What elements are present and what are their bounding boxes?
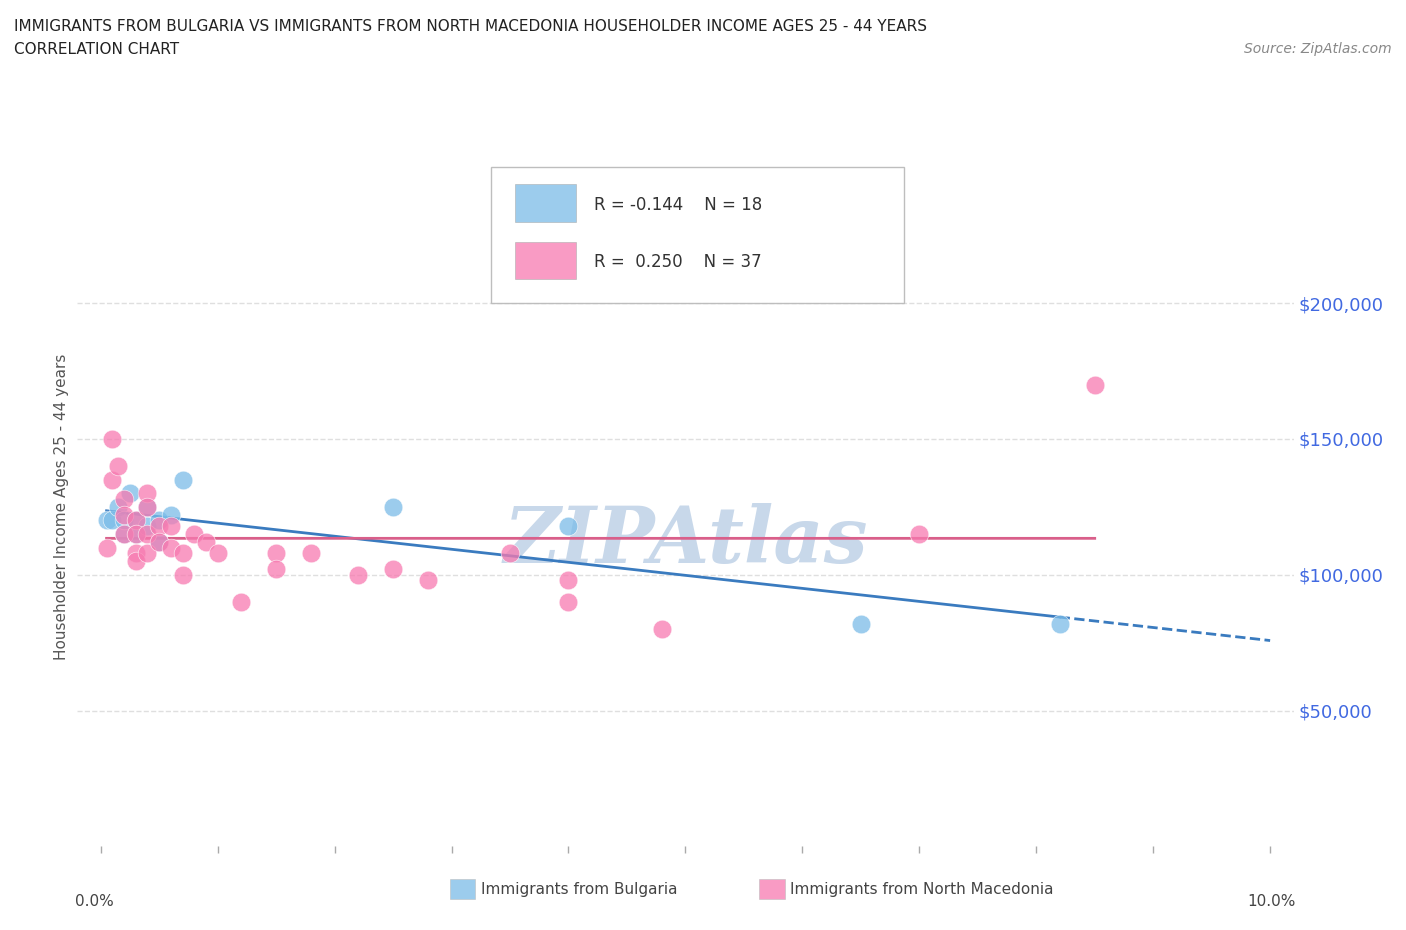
Point <box>347 567 370 582</box>
Point <box>101 513 124 528</box>
Point <box>125 526 148 541</box>
Point <box>908 526 931 541</box>
Point <box>96 513 118 528</box>
Point <box>136 485 159 500</box>
Point <box>557 518 579 533</box>
Point <box>382 499 405 514</box>
Text: Immigrants from North Macedonia: Immigrants from North Macedonia <box>790 882 1053 897</box>
Point <box>172 472 194 487</box>
Point <box>160 508 183 523</box>
Bar <box>515 242 576 279</box>
Point <box>101 472 124 487</box>
Point <box>207 546 229 561</box>
Point <box>651 621 673 636</box>
Point <box>112 491 135 506</box>
Point <box>136 526 159 541</box>
Point <box>172 546 194 561</box>
Point <box>172 567 194 582</box>
Text: IMMIGRANTS FROM BULGARIA VS IMMIGRANTS FROM NORTH MACEDONIA HOUSEHOLDER INCOME A: IMMIGRANTS FROM BULGARIA VS IMMIGRANTS F… <box>14 19 927 33</box>
Point <box>264 546 287 561</box>
Text: ZIPAtlas: ZIPAtlas <box>503 502 868 579</box>
Point <box>1049 617 1071 631</box>
Point <box>1084 378 1107 392</box>
Point <box>125 553 148 568</box>
Point <box>229 594 252 609</box>
Point <box>160 540 183 555</box>
Text: CORRELATION CHART: CORRELATION CHART <box>14 42 179 57</box>
Point <box>112 526 135 541</box>
Point <box>148 513 170 528</box>
Point <box>499 546 522 561</box>
Point <box>136 546 159 561</box>
Point <box>148 535 170 550</box>
Point <box>418 573 440 588</box>
Point <box>112 513 135 528</box>
Point <box>118 485 141 500</box>
Point <box>96 540 118 555</box>
Point <box>136 499 159 514</box>
Text: Immigrants from Bulgaria: Immigrants from Bulgaria <box>481 882 678 897</box>
Text: 10.0%: 10.0% <box>1247 894 1296 909</box>
Point <box>194 535 217 550</box>
Point <box>125 546 148 561</box>
Y-axis label: Householder Income Ages 25 - 44 years: Householder Income Ages 25 - 44 years <box>53 353 69 660</box>
Text: R = -0.144    N = 18: R = -0.144 N = 18 <box>595 195 762 214</box>
Point <box>183 526 205 541</box>
Point <box>849 617 872 631</box>
Point <box>148 535 170 550</box>
Point <box>125 513 148 528</box>
FancyBboxPatch shape <box>491 167 904 303</box>
Point <box>125 513 148 528</box>
Text: Source: ZipAtlas.com: Source: ZipAtlas.com <box>1244 42 1392 56</box>
Point <box>112 526 135 541</box>
Bar <box>515 184 576 221</box>
Text: 0.0%: 0.0% <box>75 894 114 909</box>
Point <box>299 546 322 561</box>
Point <box>557 594 579 609</box>
Point <box>382 562 405 577</box>
Point <box>148 518 170 533</box>
Point <box>107 499 129 514</box>
Point <box>107 458 129 473</box>
Point <box>557 573 579 588</box>
Point <box>160 518 183 533</box>
Point <box>136 499 159 514</box>
Point <box>125 526 148 541</box>
Point <box>136 518 159 533</box>
Point <box>112 508 135 523</box>
Point <box>264 562 287 577</box>
Point <box>101 432 124 446</box>
Text: R =  0.250    N = 37: R = 0.250 N = 37 <box>595 254 762 272</box>
